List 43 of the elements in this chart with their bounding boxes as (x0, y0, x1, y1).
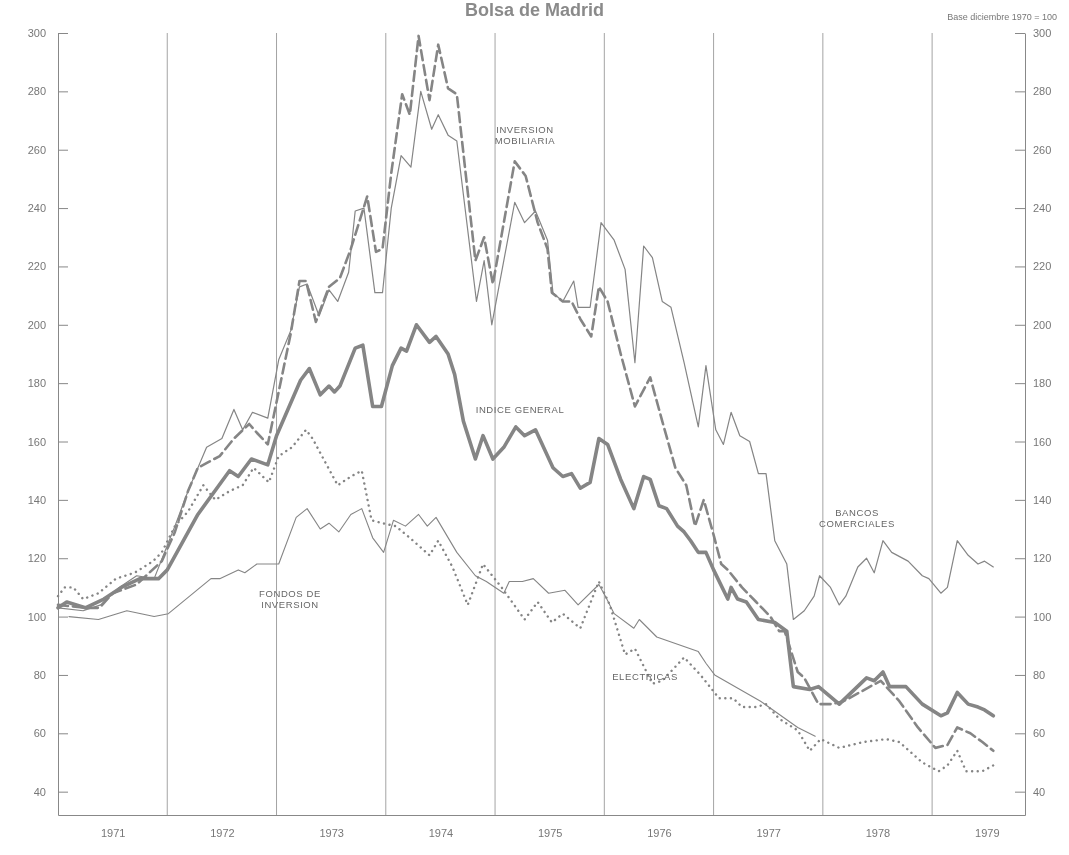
x-tick-label: 1975 (537, 826, 563, 839)
y-tick-label: 100 (27, 610, 46, 623)
y-tick-label: 260 (27, 143, 46, 156)
x-tick-label: 1979 (975, 826, 1000, 839)
y-tick-label: 240 (27, 202, 46, 215)
y-tick-label: 180 (27, 377, 46, 390)
y2-tick-label: 280 (1033, 85, 1052, 98)
x-tick-label: 1976 (647, 826, 672, 839)
x-tick-label: 1978 (865, 826, 891, 839)
x-tick-label: 1974 (428, 826, 454, 839)
y-tick-label: 60 (33, 727, 46, 740)
text: Base diciembre 1970 = 100 (947, 12, 1057, 22)
y-tick-label: 80 (33, 668, 46, 681)
y-tick-label: 40 (33, 785, 46, 798)
y2-tick-label: 140 (1033, 493, 1052, 506)
y2-tick-label: 40 (1033, 785, 1046, 798)
y-tick-label: 120 (27, 552, 46, 565)
y-tick-label: 160 (27, 435, 46, 448)
y-tick-label: 220 (27, 260, 46, 273)
x-tick-label: 1973 (319, 826, 344, 839)
y2-tick-label: 300 (1033, 27, 1052, 40)
series-label: INDICE GENERAL (475, 404, 565, 415)
y2-tick-label: 240 (1033, 202, 1052, 215)
y2-tick-label: 100 (1033, 610, 1052, 623)
y2-tick-label: 220 (1033, 260, 1052, 273)
y-tick-label: 200 (27, 318, 46, 331)
y2-tick-label: 60 (1033, 727, 1046, 740)
chart-title: Bolsa de Madrid (464, 0, 605, 20)
y2-tick-label: 80 (1033, 668, 1046, 681)
series-label: BANCOS COMERCIALES (819, 507, 895, 529)
y-tick-label: 300 (27, 27, 46, 40)
x-tick-label: 1971 (100, 826, 126, 839)
y-tick-label: 140 (27, 493, 46, 506)
x-tick-label: 1972 (210, 826, 235, 839)
x-tick-label: 1977 (756, 826, 781, 839)
y2-tick-label: 260 (1033, 143, 1052, 156)
y2-tick-label: 120 (1033, 552, 1052, 565)
text: INVERSION MOBILIARIA (494, 124, 556, 146)
y2-tick-label: 200 (1033, 318, 1052, 331)
y-tick-label: 280 (27, 85, 46, 98)
series-label: ELECTRICAS (612, 671, 678, 682)
y2-tick-label: 180 (1033, 377, 1052, 390)
y2-tick-label: 160 (1033, 435, 1052, 448)
